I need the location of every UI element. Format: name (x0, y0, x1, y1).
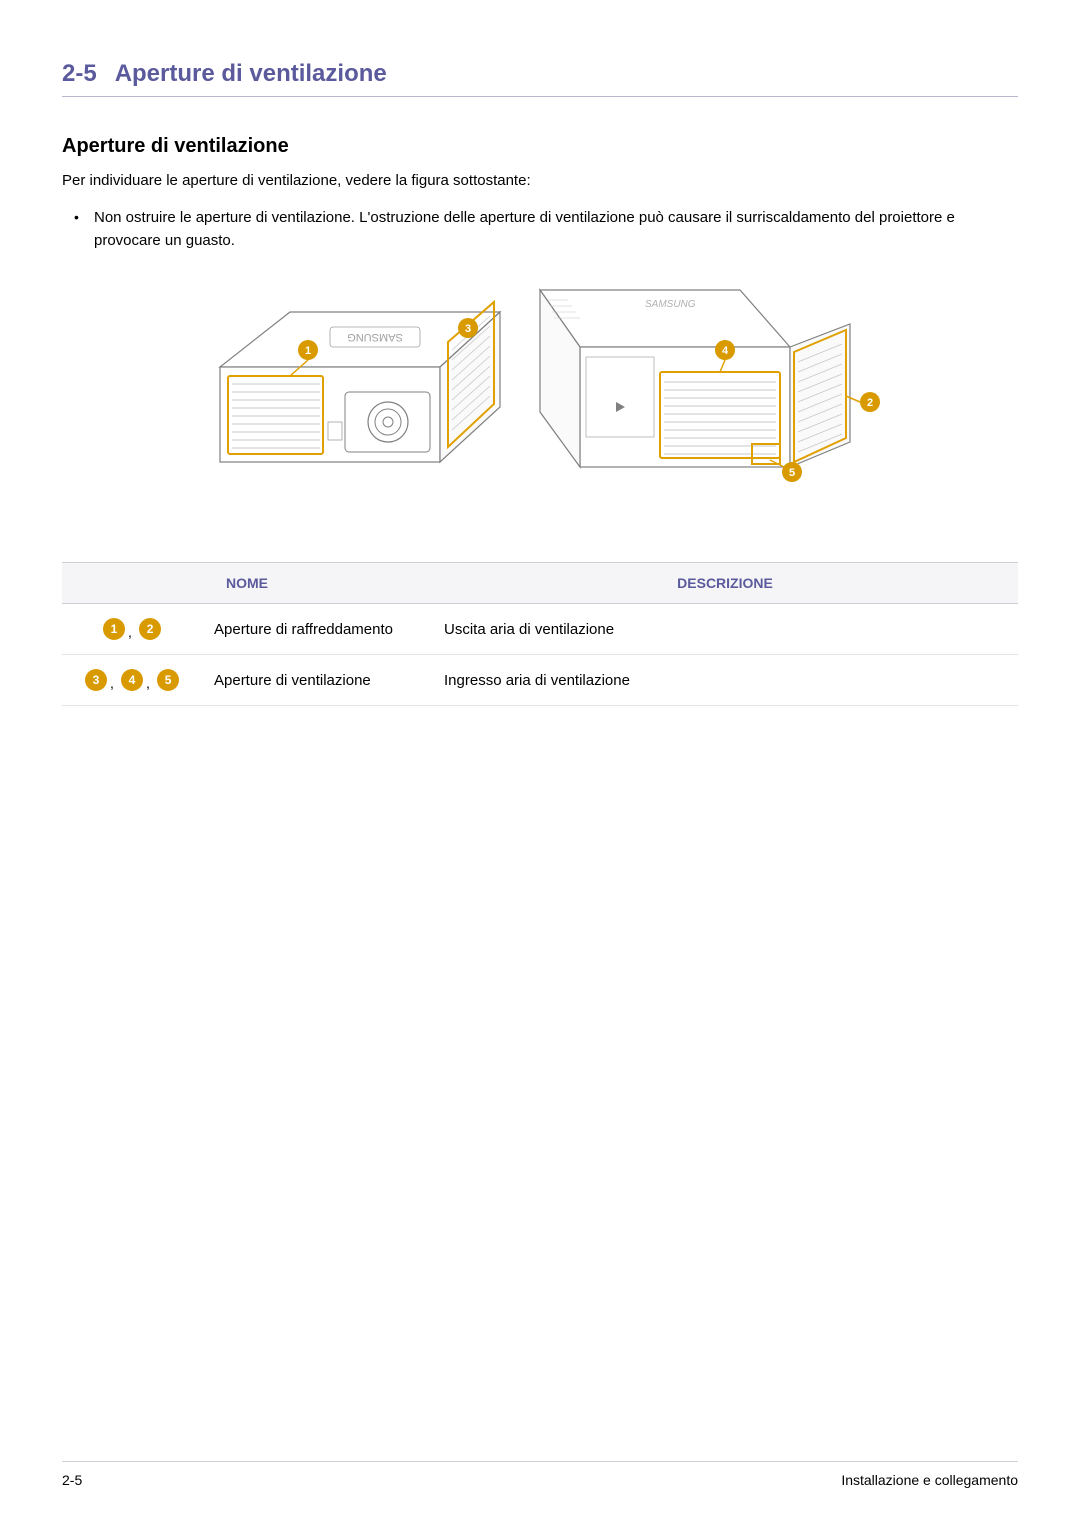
intro-text: Per individuare le aperture di ventilazi… (62, 172, 1018, 189)
sub-heading: Aperture di ventilazione (62, 135, 1018, 158)
ventilation-table: NOME DESCRIZIONE 1, 2 Aperture di raffre… (62, 562, 1018, 706)
badge-icon: 4 (121, 669, 143, 691)
svg-text:3: 3 (465, 323, 471, 335)
badge-icon: 3 (85, 669, 107, 691)
col-header-name: NOME (62, 563, 432, 604)
row-desc: Uscita aria di ventilazione (432, 604, 1018, 655)
row-badges: 1, 2 (62, 604, 202, 655)
row-name: Aperture di ventilazione (202, 655, 432, 706)
warning-list: Non ostruire le aperture di ventilazione… (70, 207, 1018, 252)
col-header-desc: DESCRIZIONE (432, 563, 1018, 604)
warning-item: Non ostruire le aperture di ventilazione… (70, 207, 1018, 252)
page-footer: 2-5 Installazione e collegamento (62, 1461, 1018, 1488)
badge-icon: 1 (103, 618, 125, 640)
table-row: 1, 2 Aperture di raffreddamento Uscita a… (62, 604, 1018, 655)
svg-text:2: 2 (867, 397, 873, 409)
brand-label-rear: SAMSUNG (645, 299, 696, 310)
row-badges: 3, 4, 5 (62, 655, 202, 706)
section-title: Aperture di ventilazione (115, 60, 387, 88)
svg-text:5: 5 (789, 467, 795, 479)
footer-left: 2-5 (62, 1472, 82, 1488)
table-row: 3, 4, 5 Aperture di ventilazione Ingress… (62, 655, 1018, 706)
svg-text:4: 4 (722, 345, 729, 357)
brand-label: SAMSUNG (347, 331, 403, 343)
row-name: Aperture di raffreddamento (202, 604, 432, 655)
section-heading: 2-5 Aperture di ventilazione (62, 60, 1018, 97)
footer-right: Installazione e collegamento (841, 1472, 1018, 1488)
badge-icon: 5 (157, 669, 179, 691)
projector-diagram: SAMSUNG 1 3 (150, 272, 930, 522)
section-number: 2-5 (62, 60, 97, 88)
row-desc: Ingresso aria di ventilazione (432, 655, 1018, 706)
svg-text:1: 1 (305, 345, 311, 357)
badge-icon: 2 (139, 618, 161, 640)
